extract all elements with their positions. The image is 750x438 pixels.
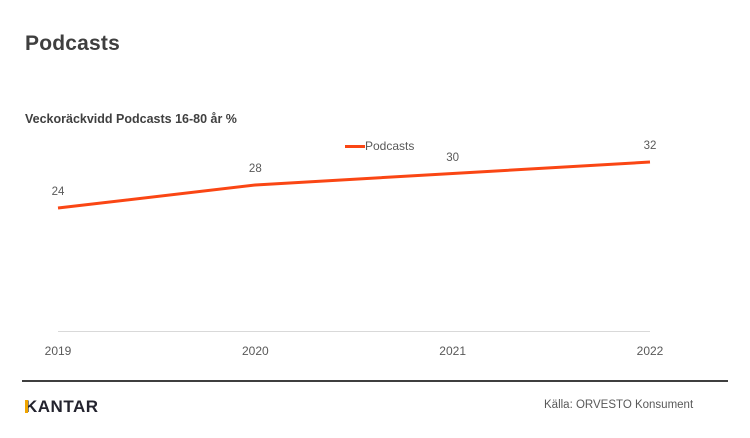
x-axis-line bbox=[58, 331, 650, 332]
legend-line-swatch bbox=[345, 144, 365, 148]
data-label: 24 bbox=[51, 186, 65, 198]
legend-label: Podcasts bbox=[365, 139, 415, 153]
podcasts-series-line bbox=[57, 160, 651, 210]
footer-divider bbox=[22, 380, 728, 382]
chart-subtitle: Veckoräckvidd Podcasts 16-80 år % bbox=[25, 112, 237, 126]
data-label: 30 bbox=[446, 151, 460, 164]
x-axis-label: 2021 bbox=[439, 344, 466, 358]
data-label: 28 bbox=[248, 163, 262, 175]
source-text: Källa: ORVESTO Konsument bbox=[544, 399, 694, 411]
kantar-logo: KANTAR bbox=[25, 397, 99, 417]
data-label: 32 bbox=[643, 140, 657, 152]
kantar-logo-text: KANTAR bbox=[25, 397, 99, 416]
x-axis-label: 2019 bbox=[44, 344, 72, 358]
page-title: Podcasts bbox=[25, 32, 120, 55]
kantar-k-accent-bar bbox=[25, 400, 28, 413]
chart-legend: Podcasts bbox=[345, 139, 414, 153]
x-axis-label: 2022 bbox=[636, 344, 664, 358]
x-axis-label: 2020 bbox=[241, 344, 269, 358]
